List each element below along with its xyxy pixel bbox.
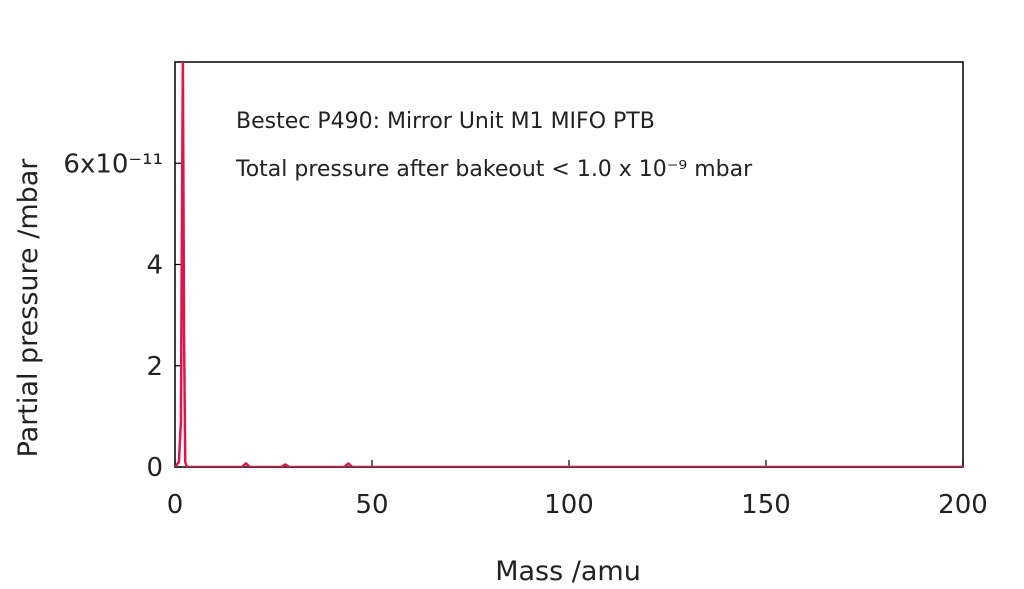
annotation: Total pressure after bakeout < 1.0 x 10⁻… (235, 157, 753, 182)
x-tick-label: 0 (167, 490, 184, 520)
plot-area (175, 62, 963, 467)
x-tick-label: 50 (355, 490, 388, 520)
x-tick-label: 150 (741, 490, 791, 520)
data-line (175, 62, 963, 467)
y-tick-label: 4 (146, 251, 163, 281)
y-axis-title: Partial pressure /mbar (13, 158, 44, 458)
y-tick-label: 0 (146, 453, 163, 483)
x-axis-title: Mass /amu (495, 556, 641, 587)
x-tick-label: 100 (544, 490, 594, 520)
y-tick-label: 2 (146, 352, 163, 382)
x-tick-label: 200 (938, 490, 988, 520)
annotation: Bestec P490: Mirror Unit M1 MIFO PTB (236, 109, 655, 134)
y-tick-label: 6x10⁻¹¹ (63, 149, 163, 179)
